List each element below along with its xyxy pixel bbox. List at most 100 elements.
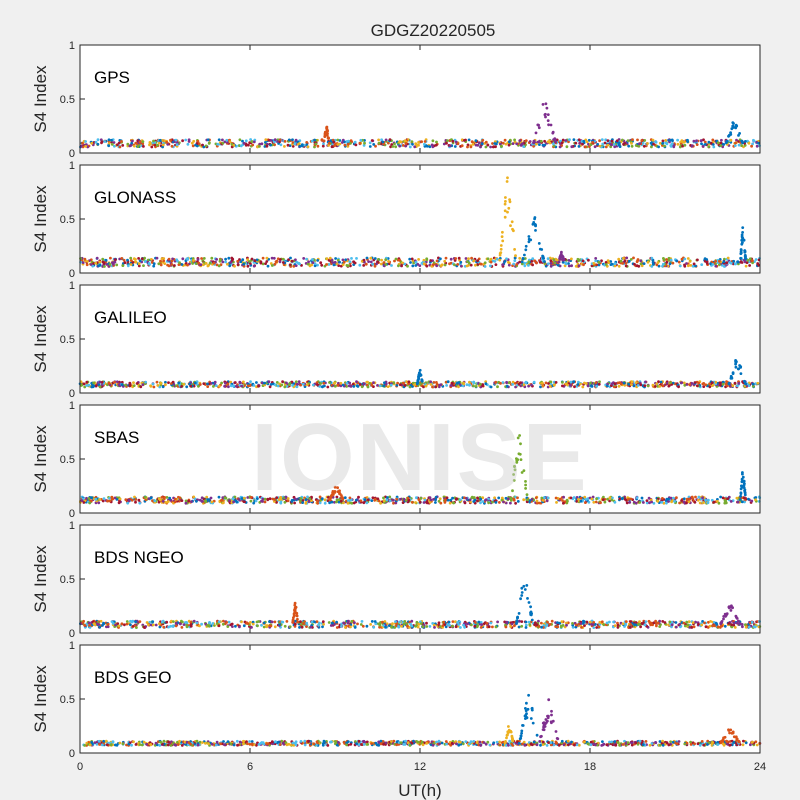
data-point — [756, 381, 760, 385]
data-point — [574, 623, 578, 627]
data-point — [693, 500, 697, 504]
data-point — [613, 145, 617, 149]
data-point — [85, 263, 89, 267]
event-point — [722, 615, 726, 618]
data-point — [362, 144, 366, 147]
data-point — [630, 383, 633, 386]
data-point — [87, 497, 91, 500]
data-point — [134, 500, 137, 504]
data-point — [118, 145, 122, 149]
data-point — [683, 143, 687, 147]
data-point — [570, 264, 573, 268]
data-point — [232, 384, 235, 388]
data-point — [240, 497, 244, 500]
data-point — [470, 623, 473, 627]
data-point — [504, 625, 508, 629]
data-point — [675, 259, 678, 263]
data-point — [429, 383, 433, 386]
data-point — [449, 257, 453, 261]
data-point — [628, 501, 632, 504]
data-point — [729, 500, 733, 503]
data-point — [632, 384, 636, 388]
data-point — [546, 140, 550, 144]
data-point — [513, 256, 517, 260]
data-point — [619, 382, 623, 386]
panel-title: GALILEO — [94, 308, 167, 327]
data-point — [606, 497, 609, 501]
data-point — [564, 261, 567, 265]
data-point — [431, 139, 435, 143]
data-point — [533, 259, 536, 263]
data-point — [179, 622, 182, 626]
data-point — [319, 382, 322, 385]
data-point — [582, 139, 586, 143]
event-point — [546, 113, 550, 116]
data-point — [242, 262, 246, 266]
data-point — [719, 495, 722, 499]
data-point — [727, 622, 731, 625]
data-point — [437, 385, 441, 389]
data-point — [538, 260, 542, 264]
data-point — [230, 256, 234, 260]
data-point — [464, 138, 467, 142]
data-point — [561, 260, 565, 264]
data-point — [503, 260, 507, 263]
data-point — [517, 625, 521, 629]
data-point — [285, 620, 289, 623]
data-point — [375, 262, 378, 266]
data-point — [377, 258, 380, 261]
data-point — [242, 380, 245, 384]
data-point — [638, 620, 641, 623]
data-point — [411, 385, 414, 388]
data-point — [287, 138, 291, 142]
data-point — [726, 497, 730, 500]
data-point — [195, 262, 198, 265]
data-point — [723, 257, 726, 261]
data-point — [184, 501, 188, 505]
y-tick-label: 0.5 — [60, 94, 75, 106]
data-point — [751, 142, 754, 146]
data-point — [540, 621, 543, 625]
data-point — [552, 383, 556, 387]
event-point — [527, 601, 531, 604]
data-point — [600, 138, 604, 142]
data-point — [130, 141, 134, 145]
data-point — [282, 258, 285, 261]
data-point — [420, 140, 423, 144]
data-point — [425, 621, 428, 625]
event-point — [734, 359, 738, 363]
data-point — [109, 256, 112, 260]
data-point — [431, 263, 435, 267]
data-point — [546, 257, 550, 261]
data-point — [719, 141, 723, 145]
data-point — [201, 263, 205, 267]
data-point — [140, 257, 144, 261]
data-point — [377, 622, 380, 626]
data-point — [714, 264, 718, 268]
data-point — [96, 138, 100, 142]
event-point — [498, 258, 502, 262]
data-point — [215, 263, 219, 267]
data-point — [165, 500, 169, 504]
data-point — [362, 264, 366, 267]
data-point — [658, 625, 662, 628]
data-point — [494, 625, 498, 629]
data-point — [486, 143, 490, 147]
data-point — [300, 625, 304, 629]
data-point — [648, 501, 651, 505]
data-point — [283, 140, 287, 143]
data-point — [633, 262, 636, 266]
event-point — [732, 122, 735, 125]
data-point — [745, 261, 749, 264]
event-point — [418, 371, 421, 375]
data-point — [280, 383, 284, 387]
event-point — [543, 260, 546, 263]
data-point — [493, 260, 497, 263]
data-point — [520, 262, 524, 266]
data-point — [398, 140, 401, 144]
data-point — [753, 625, 757, 629]
data-point — [665, 381, 669, 385]
data-point — [84, 140, 87, 143]
data-point — [159, 259, 162, 263]
event-point — [722, 617, 725, 621]
